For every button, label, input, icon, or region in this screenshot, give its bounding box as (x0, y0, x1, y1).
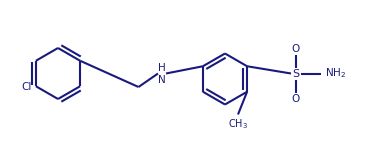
Text: S: S (293, 69, 300, 78)
Text: Cl: Cl (21, 82, 32, 92)
Text: CH$_3$: CH$_3$ (228, 117, 248, 131)
Text: O: O (292, 44, 300, 54)
Text: N: N (158, 75, 166, 85)
Text: H: H (158, 63, 166, 73)
Text: O: O (292, 93, 300, 103)
Text: NH$_2$: NH$_2$ (325, 67, 346, 80)
